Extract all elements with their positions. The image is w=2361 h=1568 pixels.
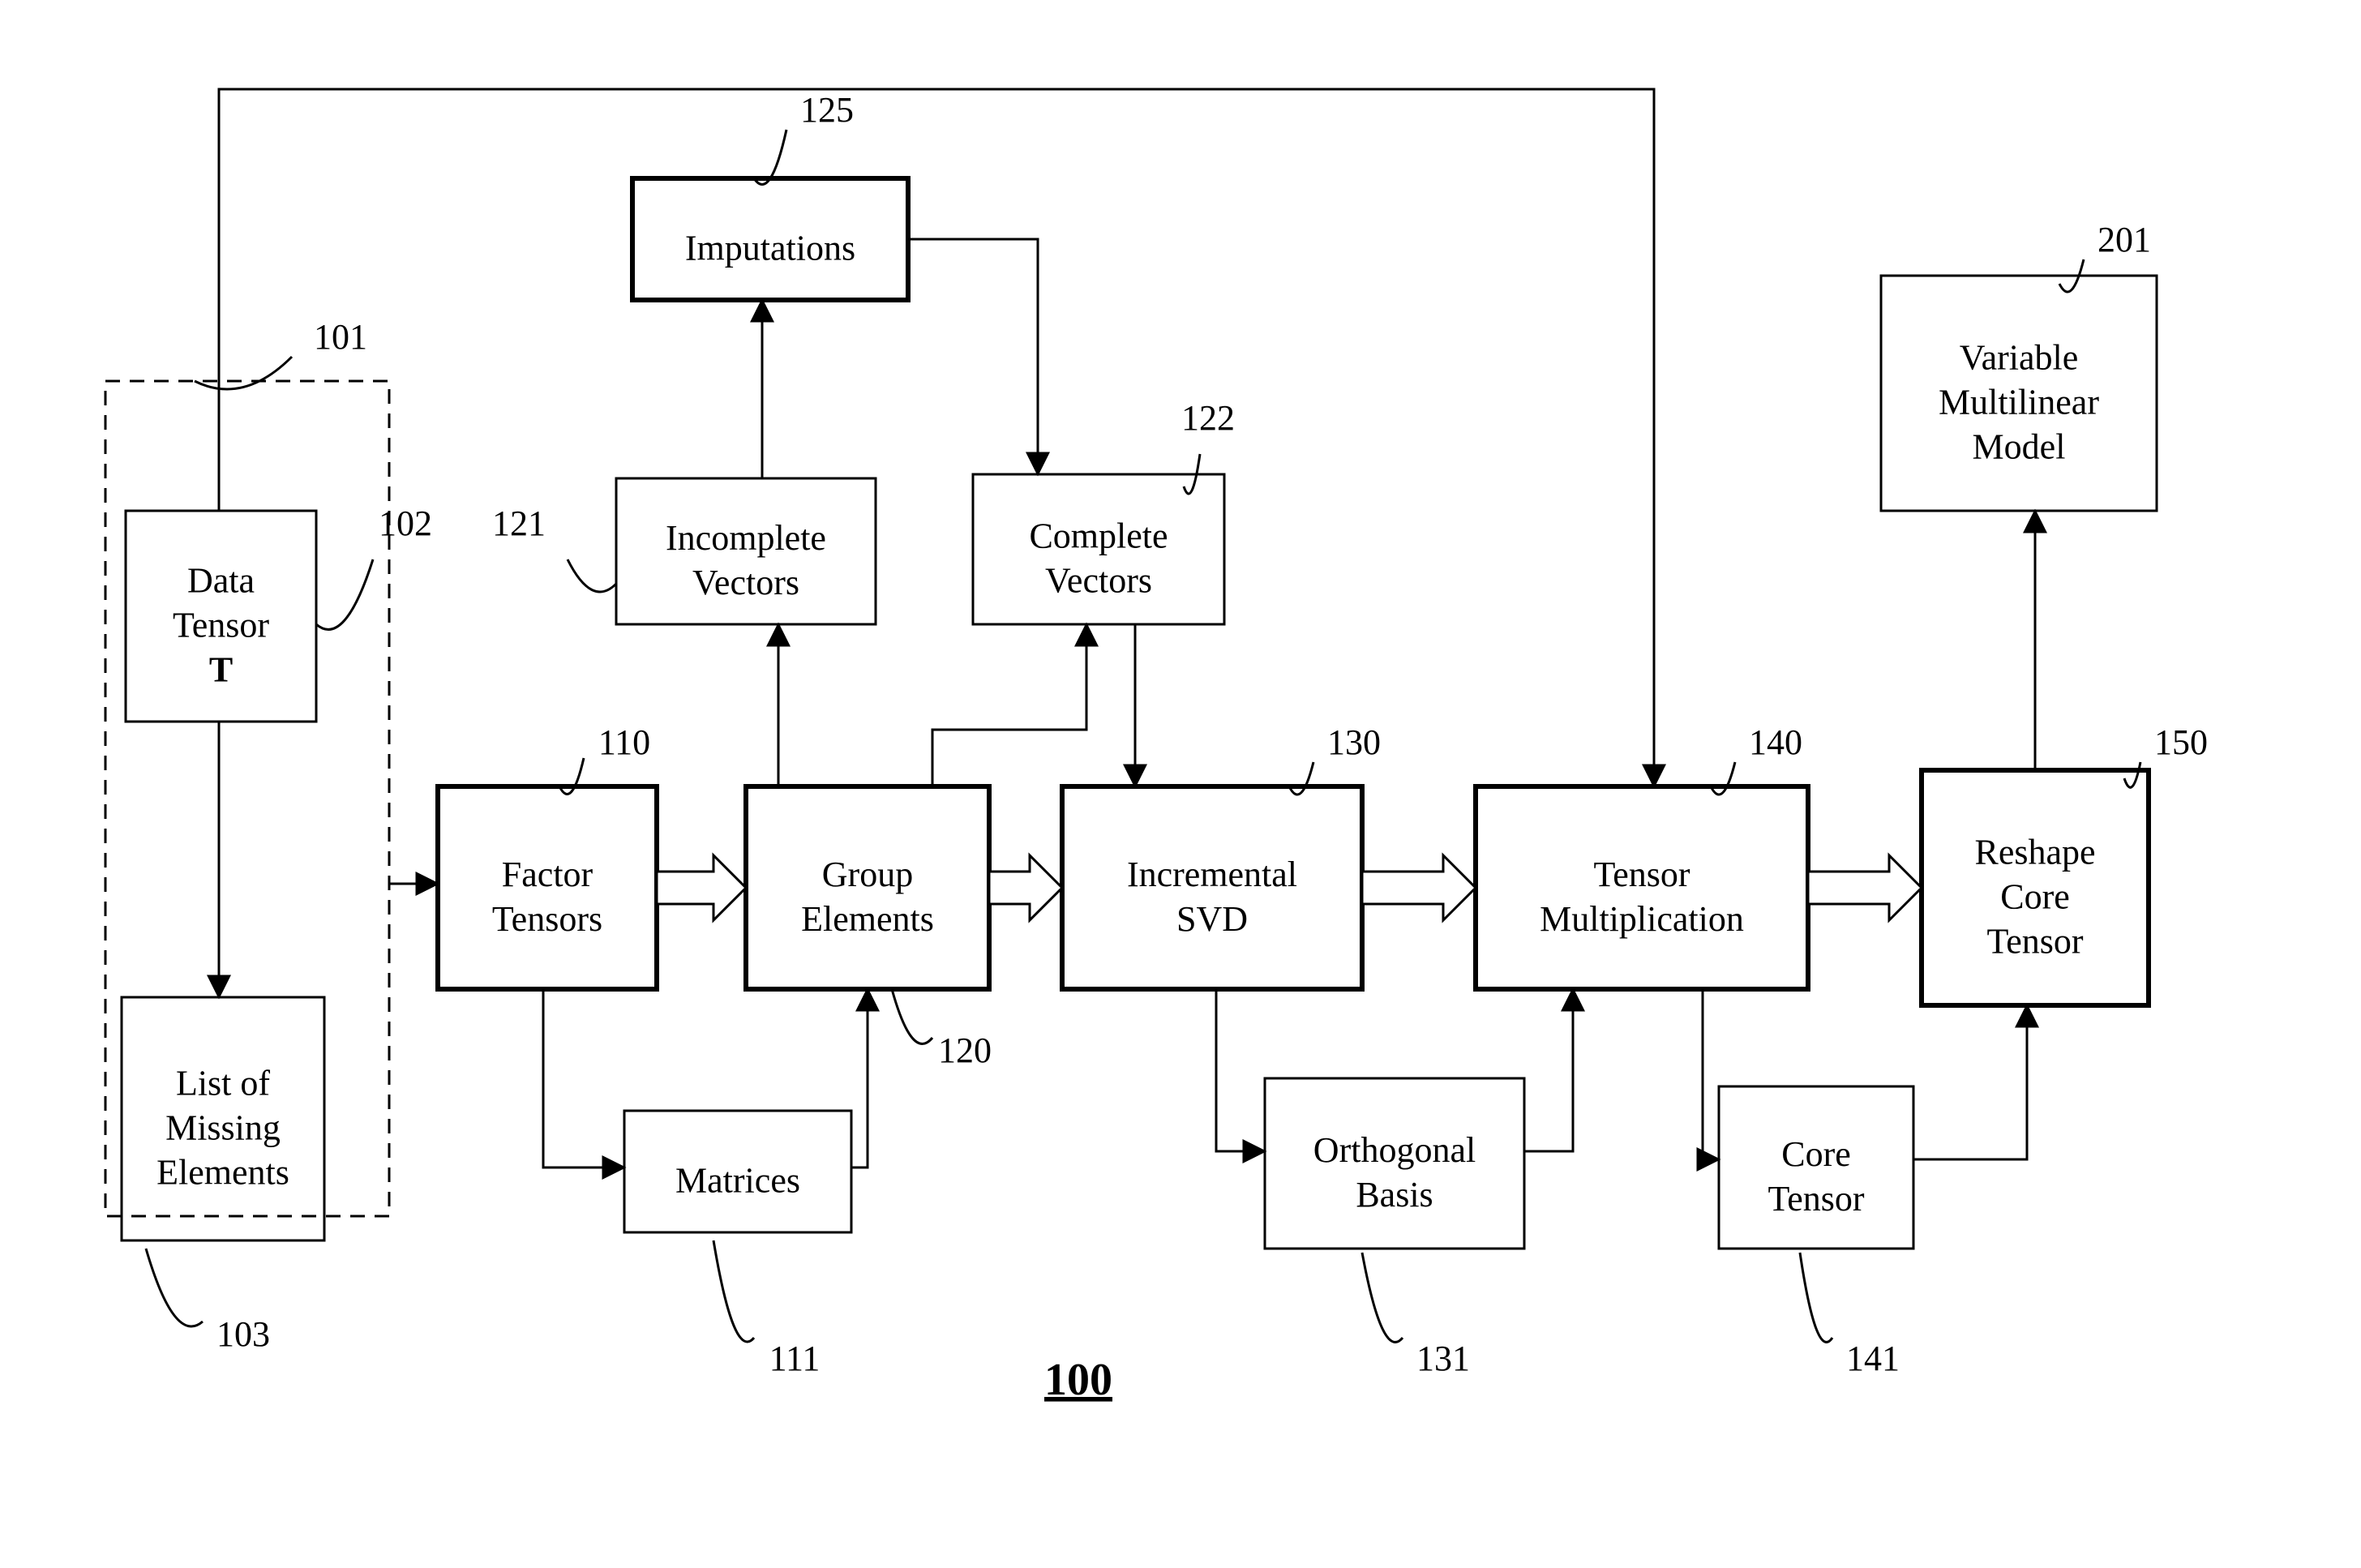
coretensor-number: 141	[1846, 1339, 1900, 1378]
tmult-number: 140	[1749, 722, 1802, 762]
svg-text:103: 103	[216, 1314, 270, 1354]
varmodel-label: Multilinear	[1939, 382, 2099, 422]
group-label: Elements	[801, 899, 934, 939]
incomplete-number: 121	[492, 503, 546, 543]
reshape-number: 150	[2154, 722, 2208, 762]
data_tensor-label: Data	[187, 560, 255, 600]
data_tensor-label: T	[209, 649, 233, 689]
imputations-number: 125	[800, 90, 854, 130]
varmodel-number: 201	[2097, 220, 2151, 259]
coretensor-label: Tensor	[1768, 1179, 1864, 1219]
list_missing-label: Elements	[156, 1152, 289, 1192]
orthobasis-number: 131	[1416, 1339, 1470, 1378]
svg-text:101: 101	[314, 317, 367, 357]
diagram-number: 100	[1044, 1355, 1112, 1405]
tmult-label: Tensor	[1593, 855, 1690, 894]
reshape-label: Tensor	[1986, 921, 2083, 961]
matrices-number: 111	[769, 1339, 821, 1378]
factor-label: Tensors	[492, 899, 602, 939]
varmodel-label: Variable	[1960, 337, 2079, 377]
tmult-label: Multiplication	[1540, 899, 1744, 939]
coretensor-label: Core	[1781, 1134, 1851, 1174]
factor-label: Factor	[502, 855, 593, 894]
group-label: Group	[822, 855, 913, 894]
incomplete-label: Vectors	[692, 563, 799, 602]
group-number: 120	[938, 1030, 992, 1070]
matrices-label: Matrices	[675, 1160, 800, 1200]
list_missing-label: Missing	[165, 1107, 281, 1147]
isvd-label: SVD	[1176, 899, 1248, 939]
isvd-label: Incremental	[1127, 855, 1297, 894]
complete-number: 122	[1181, 398, 1235, 438]
isvd-number: 130	[1327, 722, 1381, 762]
list_missing-label: List of	[176, 1063, 270, 1103]
reshape-label: Core	[2000, 876, 2070, 916]
data_tensor-label: Tensor	[173, 605, 269, 645]
varmodel-label: Model	[1973, 426, 2066, 466]
reshape-label: Reshape	[1974, 832, 2095, 872]
svg-text:102: 102	[379, 503, 432, 543]
orthobasis-label: Orthogonal	[1313, 1130, 1476, 1170]
imputations-label: Imputations	[685, 228, 855, 268]
orthobasis-label: Basis	[1356, 1175, 1433, 1215]
complete-label: Vectors	[1045, 560, 1152, 600]
complete-label: Complete	[1029, 516, 1168, 555]
incomplete-label: Incomplete	[666, 518, 826, 558]
factor-number: 110	[598, 722, 650, 762]
